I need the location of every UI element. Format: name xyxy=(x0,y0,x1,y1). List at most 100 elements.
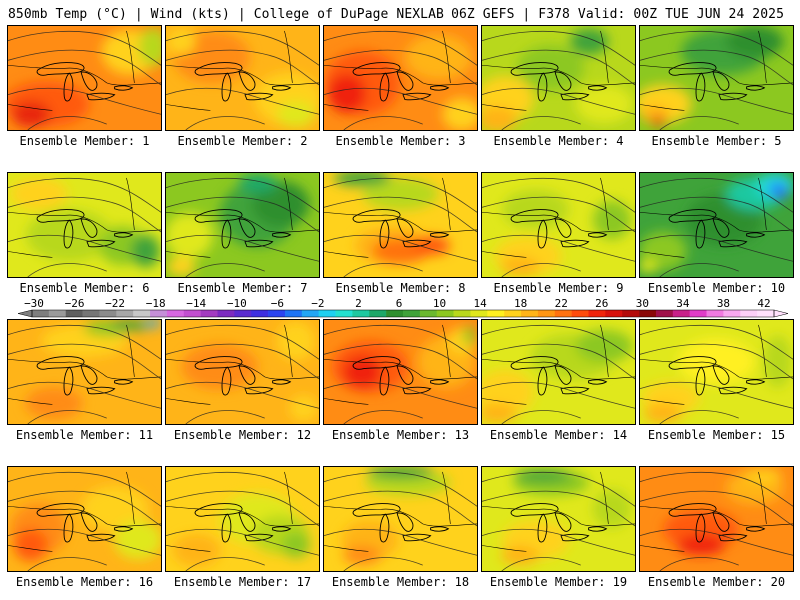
ensemble-member-map xyxy=(165,319,320,425)
ensemble-member-label: Ensemble Member: 8 xyxy=(335,281,466,295)
height-contours xyxy=(324,30,477,130)
colorbar-tick-label: 30 xyxy=(635,297,649,310)
colorbar-segment xyxy=(740,310,758,317)
colorbar-segment xyxy=(672,310,690,317)
ensemble-member-map xyxy=(323,319,478,425)
colorbar-segment xyxy=(639,310,657,317)
ensemble-member-label: Ensemble Member: 14 xyxy=(489,428,628,442)
colorbar-segment xyxy=(133,310,151,317)
height-contours xyxy=(640,30,793,130)
height-contours xyxy=(8,30,161,130)
great-lakes-outline xyxy=(8,30,161,111)
colorbar-segment xyxy=(284,310,303,317)
great-lakes-outline xyxy=(482,324,635,405)
ensemble-member-map xyxy=(165,172,320,278)
great-lakes-outline xyxy=(8,177,161,258)
product-title: 850mb Temp (°C) | Wind (kts) | College o… xyxy=(8,7,444,22)
temperature-field xyxy=(640,26,793,130)
ensemble-member-label: Ensemble Member: 5 xyxy=(651,134,782,148)
colorbar-segment xyxy=(335,310,353,317)
temperature-field xyxy=(482,173,635,277)
colorbar-tick-label: 42 xyxy=(757,297,771,310)
colorbar-tick-label: −22 xyxy=(105,297,126,310)
colorbar-segment xyxy=(706,310,724,317)
temperature-field xyxy=(640,173,793,277)
ensemble-member-label: Ensemble Member: 10 xyxy=(647,281,786,295)
colorbar-segment xyxy=(268,310,286,317)
colorbar-tick-label: 2 xyxy=(355,297,362,310)
colorbar-segment xyxy=(588,310,606,317)
ensemble-member-label: Ensemble Member: 15 xyxy=(647,428,786,442)
temperature-field xyxy=(8,467,161,571)
great-lakes-outline xyxy=(324,471,477,552)
ensemble-member-map xyxy=(639,25,794,131)
colorbar-tick-label: 10 xyxy=(432,297,447,310)
height-contours xyxy=(166,324,319,424)
height-contours xyxy=(8,471,161,571)
ensemble-member-label: Ensemble Member: 2 xyxy=(177,134,308,148)
ensemble-member-map xyxy=(165,25,320,131)
height-contours xyxy=(640,471,793,571)
height-contours xyxy=(482,30,635,130)
ensemble-member-label: Ensemble Member: 4 xyxy=(493,134,624,148)
ensemble-member-label: Ensemble Member: 11 xyxy=(15,428,154,442)
colorbar-segment xyxy=(436,310,454,317)
colorbar-segment xyxy=(521,310,539,317)
great-lakes-outline xyxy=(166,30,319,111)
colorbar-segment xyxy=(504,310,522,317)
temperature-field xyxy=(8,173,161,277)
ensemble-member-map xyxy=(7,319,162,425)
colorbar-segment xyxy=(116,310,134,317)
ensemble-member-map xyxy=(639,319,794,425)
colorbar-segment xyxy=(757,310,775,317)
height-contours xyxy=(324,177,477,277)
temperature-field xyxy=(482,320,635,424)
temperature-field xyxy=(166,173,319,277)
great-lakes-outline xyxy=(640,177,793,258)
ensemble-member-label: Ensemble Member: 16 xyxy=(15,575,154,589)
height-contours xyxy=(166,30,319,130)
colorbar-tick-label: 26 xyxy=(595,297,609,310)
height-contours xyxy=(482,471,635,571)
ensemble-member-map xyxy=(165,466,320,572)
colorbar-low-arrow xyxy=(18,309,33,318)
colorbar-tick-label: −26 xyxy=(64,297,85,310)
ensemble-member-label: Ensemble Member: 7 xyxy=(177,281,308,295)
ensemble-member-map xyxy=(7,172,162,278)
colorbar-segment xyxy=(166,310,185,317)
great-lakes-outline xyxy=(166,177,319,258)
great-lakes-outline xyxy=(324,324,477,405)
ensemble-member-map xyxy=(7,25,162,131)
colorbar-segment xyxy=(571,310,589,317)
height-contours xyxy=(640,177,793,277)
ensemble-member-map xyxy=(7,466,162,572)
colorbar-tick-label: −6 xyxy=(270,297,284,310)
height-contours xyxy=(640,324,793,424)
colorbar-segment xyxy=(183,310,201,317)
great-lakes-outline xyxy=(324,30,477,111)
temperature-field xyxy=(324,26,477,130)
temperature-field xyxy=(166,26,319,130)
ensemble-member-label: Ensemble Member: 19 xyxy=(489,575,628,589)
colorbar-tick-label: −18 xyxy=(145,297,166,310)
height-contours xyxy=(324,471,477,571)
great-lakes-outline xyxy=(482,30,635,111)
great-lakes-outline xyxy=(640,471,793,552)
height-contours xyxy=(482,324,635,424)
temperature-field xyxy=(640,320,793,424)
run-valid-time: 06Z GEFS | F378 Valid: 00Z TUE JUN 24 20… xyxy=(451,7,784,22)
colorbar-segment xyxy=(82,310,100,317)
temperature-field xyxy=(640,467,793,571)
colorbar-segment xyxy=(537,310,556,317)
colorbar-segment xyxy=(419,310,438,317)
colorbar-segment xyxy=(318,310,336,317)
colorbar-segment xyxy=(403,310,421,317)
great-lakes-outline xyxy=(640,30,793,111)
colorbar-tick-label: −10 xyxy=(226,297,247,310)
colorbar-segment xyxy=(48,310,67,317)
colorbar-segment xyxy=(487,310,505,317)
great-lakes-outline xyxy=(640,324,793,405)
colorbar-segment xyxy=(150,310,168,317)
temperature-field xyxy=(8,26,161,130)
colorbar-tick-label: −14 xyxy=(186,297,207,310)
